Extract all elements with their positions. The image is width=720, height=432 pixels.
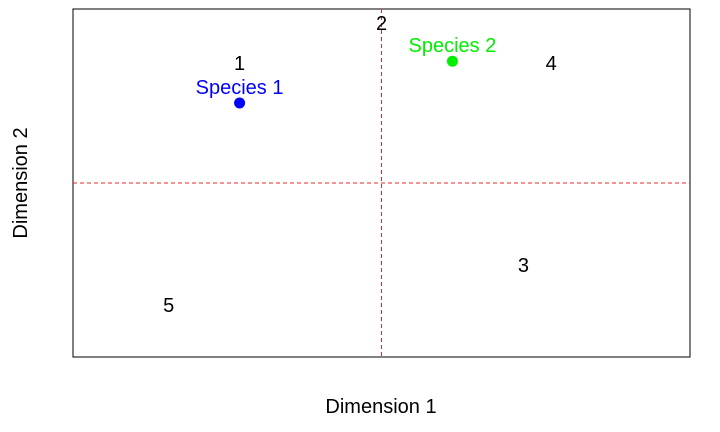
x-axis-label: Dimension 1	[325, 396, 436, 418]
species-point	[234, 97, 246, 109]
site-label: 5	[163, 295, 174, 317]
reference-lines	[73, 9, 690, 357]
site-labels: 1 2 3 4 5	[163, 13, 557, 317]
site-label: 1	[234, 53, 245, 75]
site-label: 2	[376, 13, 387, 35]
site-label: 4	[546, 53, 557, 75]
site-label: 3	[518, 255, 529, 277]
species-points: Species 1 Species 2	[196, 35, 497, 109]
species-label: Species 1	[196, 77, 284, 99]
species-label: Species 2	[409, 35, 497, 57]
y-axis-label: Dimension 2	[10, 127, 32, 238]
species-point	[446, 55, 458, 67]
